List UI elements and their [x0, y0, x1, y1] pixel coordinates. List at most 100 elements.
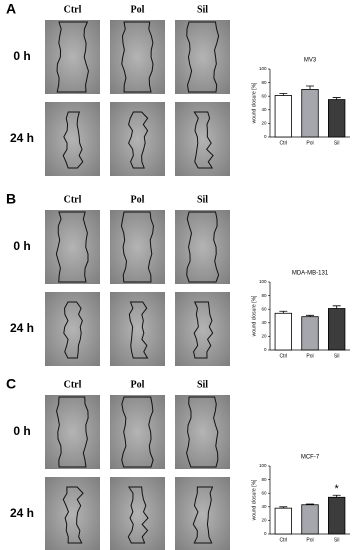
chart-title: MCF-7: [301, 455, 320, 461]
micrograph: [110, 292, 165, 366]
y-tick-label: 80: [261, 477, 267, 482]
micrograph: [175, 20, 230, 94]
wound-outline: [56, 21, 89, 93]
panel-label: A: [6, 1, 16, 17]
micrograph: [110, 477, 165, 550]
y-axis-label: wound closure [%]: [251, 479, 257, 520]
column-header: Pol: [131, 4, 145, 15]
error-bar: [306, 503, 314, 505]
wound-outline: [127, 486, 149, 544]
y-tick-label: 40: [261, 320, 267, 325]
error-bar: [279, 310, 288, 314]
column-header: Ctrl: [64, 4, 82, 15]
micrograph: [110, 102, 165, 176]
wound-outline: [121, 396, 154, 468]
wound-outline: [186, 21, 220, 93]
y-tick-label: 80: [261, 80, 267, 85]
row-label: 0 h: [13, 49, 30, 63]
y-tick-label: 100: [259, 463, 267, 468]
y-tick-label: 0: [264, 531, 267, 536]
bar: [274, 312, 293, 351]
column-header: Sil: [197, 194, 208, 205]
micrograph: [175, 477, 230, 550]
x-tick-label: Pol: [306, 537, 313, 543]
wound-outline: [62, 111, 84, 169]
significance-mark: *: [335, 483, 340, 495]
wound-outline: [55, 211, 89, 283]
micrograph: [45, 102, 100, 176]
row-label: 24 h: [10, 506, 34, 520]
bar: [274, 507, 293, 535]
wound-outline: [186, 396, 219, 468]
micrograph: [175, 292, 230, 366]
y-tick-label: 60: [261, 306, 267, 311]
y-tick-label: 20: [261, 518, 267, 523]
wound-outline: [121, 21, 154, 93]
bar: [274, 95, 293, 138]
y-tick-label: 0: [264, 134, 267, 139]
error-bar: [306, 85, 314, 90]
bar: [327, 308, 346, 351]
bar: [301, 316, 319, 351]
micrograph: [110, 210, 165, 284]
bar: [327, 496, 346, 535]
wound-outline: [56, 396, 89, 468]
x-tick-label: Sil: [334, 537, 340, 543]
wound-outline: [63, 301, 83, 359]
wound-outline: [128, 301, 149, 359]
row-label: 24 h: [10, 131, 34, 145]
micrograph: [110, 395, 165, 469]
x-tick-label: Pol: [306, 353, 313, 359]
column-header: Pol: [131, 379, 145, 390]
x-tick-label: Sil: [334, 353, 340, 359]
y-tick-label: 0: [264, 347, 267, 352]
error-bar: [306, 314, 314, 317]
panel-label: C: [6, 376, 16, 392]
wound-outline: [192, 486, 214, 544]
error-bar: [279, 506, 288, 509]
error-bar: [332, 97, 341, 100]
row-label: 24 h: [10, 321, 34, 335]
y-tick-label: 20: [261, 334, 267, 339]
column-header: Sil: [197, 4, 208, 15]
chart-title: MDA-MB-131: [292, 271, 329, 277]
error-bar: [332, 305, 341, 309]
x-tick-label: Sil: [334, 140, 340, 146]
micrograph: [45, 395, 100, 469]
x-tick-label: Ctrl: [279, 537, 287, 543]
micrograph: [45, 292, 100, 366]
y-tick-label: 40: [261, 107, 267, 112]
wound-outline: [193, 111, 214, 169]
y-tick-label: 80: [261, 293, 267, 298]
wound-outline: [186, 211, 220, 283]
column-header: Ctrl: [64, 379, 82, 390]
wound-outline: [128, 111, 149, 169]
bar: [301, 504, 319, 535]
chart-title: MV3: [304, 58, 317, 64]
column-header: Pol: [131, 194, 145, 205]
x-tick-label: Ctrl: [279, 353, 287, 359]
micrograph: [45, 477, 100, 550]
x-tick-label: Ctrl: [279, 140, 287, 146]
bar: [301, 89, 319, 138]
error-bar: [279, 93, 288, 96]
error-bar: [332, 494, 341, 498]
wound-outline: [193, 301, 214, 359]
micrograph: [175, 210, 230, 284]
column-header: Ctrl: [64, 194, 82, 205]
y-axis-label: wound closure [%]: [251, 295, 257, 336]
column-header: Sil: [197, 379, 208, 390]
micrograph: [110, 20, 165, 94]
y-tick-label: 40: [261, 504, 267, 509]
y-tick-label: 20: [261, 121, 267, 126]
wound-outline: [120, 211, 154, 283]
y-axis-label: wound closure [%]: [251, 82, 257, 123]
row-label: 0 h: [13, 239, 30, 253]
micrograph: [175, 102, 230, 176]
y-tick-label: 100: [259, 279, 267, 284]
micrograph: [45, 20, 100, 94]
wound-outline: [62, 486, 84, 544]
panel-label: B: [6, 191, 16, 207]
x-tick-label: Pol: [306, 140, 313, 146]
